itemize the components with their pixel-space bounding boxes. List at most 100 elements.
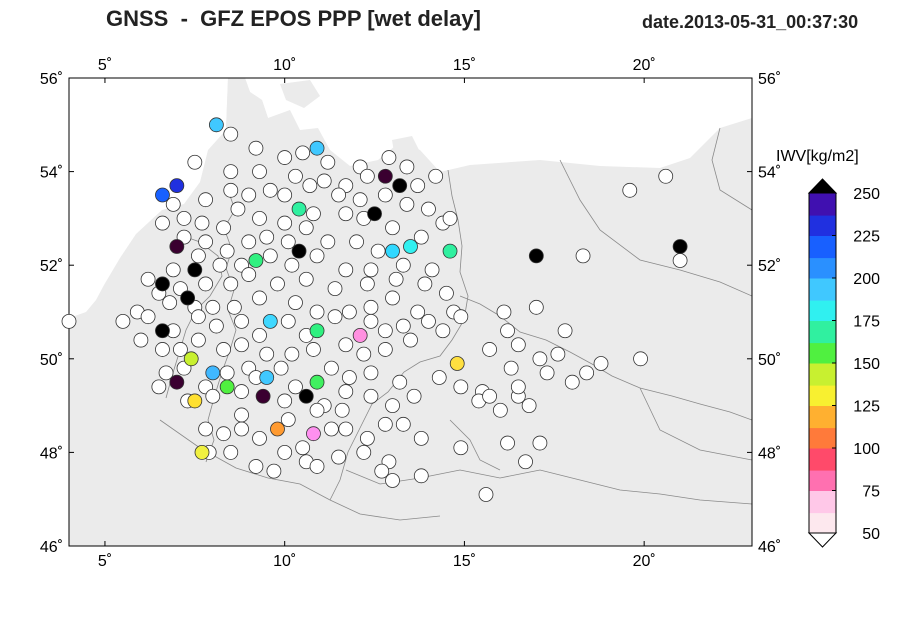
- station-marker: [165, 262, 181, 278]
- station-marker-colored: [169, 178, 185, 194]
- station-marker-colored: [306, 426, 321, 442]
- colorbar-label: IWV[kg/m2]: [776, 148, 859, 165]
- station-marker: [539, 365, 555, 381]
- colorbar-segment: [809, 278, 836, 301]
- station-marker: [173, 342, 188, 357]
- station-marker: [216, 220, 231, 236]
- station-marker: [403, 332, 418, 348]
- station-marker-colored: [449, 356, 465, 371]
- station-marker: [550, 346, 566, 362]
- island-zealand: [280, 80, 320, 108]
- station-marker-colored: [528, 248, 544, 264]
- station-marker: [363, 299, 379, 315]
- station-marker: [431, 370, 447, 385]
- lat-label-right: 54˚: [758, 165, 781, 182]
- station-marker: [338, 384, 354, 399]
- colorbar-segment: [809, 320, 836, 344]
- station-marker: [219, 243, 235, 259]
- station-marker-colored: [270, 421, 285, 437]
- station-marker: [252, 210, 267, 226]
- station-marker: [341, 304, 357, 320]
- lon-label-bottom: 15˚: [453, 553, 476, 570]
- colorbar-tick-label: 225: [853, 229, 880, 246]
- station-marker: [277, 215, 293, 231]
- station-marker: [528, 299, 544, 315]
- station-marker: [421, 201, 436, 217]
- station-marker: [223, 444, 239, 460]
- station-marker: [277, 150, 293, 165]
- station-marker: [309, 248, 325, 264]
- station-marker-colored: [169, 239, 185, 254]
- station-marker: [280, 412, 296, 428]
- north-sea: [69, 78, 228, 318]
- station-marker: [194, 215, 210, 231]
- colorbar-tick-label: 250: [853, 186, 880, 203]
- station-marker: [331, 449, 347, 465]
- lat-label-right: 48˚: [758, 445, 781, 462]
- lat-label-right: 52˚: [758, 258, 781, 275]
- colorbar-segment: [809, 490, 836, 514]
- station-marker: [521, 398, 537, 414]
- station-marker: [374, 463, 390, 479]
- lat-label-left: 50˚: [40, 352, 63, 369]
- station-marker: [295, 440, 311, 456]
- station-marker: [349, 234, 364, 250]
- station-marker: [424, 262, 440, 278]
- station-marker: [385, 290, 400, 306]
- station-marker: [442, 210, 458, 226]
- station-marker: [277, 444, 293, 460]
- station-marker: [377, 187, 393, 203]
- lat-label-right: 50˚: [758, 352, 781, 369]
- station-marker: [672, 253, 688, 268]
- map-frame: [68, 77, 753, 547]
- station-marker: [61, 313, 77, 329]
- station-marker: [564, 374, 580, 390]
- station-marker: [205, 299, 221, 315]
- station-marker-colored: [205, 365, 221, 381]
- station-marker: [241, 267, 257, 282]
- station-marker: [208, 318, 224, 334]
- station-marker-colored: [291, 243, 307, 259]
- station-marker: [518, 454, 533, 470]
- station-marker: [230, 201, 246, 217]
- station-marker: [359, 430, 375, 446]
- station-marker: [324, 421, 339, 437]
- colorbar-segment: [809, 405, 836, 429]
- colorbar-segment: [809, 215, 836, 236]
- station-marker: [158, 365, 174, 381]
- station-marker: [320, 154, 336, 170]
- station-marker: [306, 342, 321, 357]
- station-marker: [309, 402, 325, 418]
- station-marker: [320, 234, 336, 250]
- station-marker: [252, 430, 267, 446]
- station-marker: [510, 379, 526, 395]
- station-marker: [413, 229, 429, 245]
- lon-label-top: 5˚: [98, 57, 112, 74]
- station-marker: [252, 164, 267, 180]
- station-marker: [352, 192, 368, 208]
- station-marker: [370, 243, 386, 259]
- station-marker: [198, 276, 214, 292]
- colorbar-segment: [809, 193, 836, 216]
- station-marker-colored: [385, 243, 400, 259]
- station-marker: [421, 313, 436, 329]
- station-marker: [338, 206, 354, 222]
- station-marker: [428, 168, 444, 184]
- station-marker: [399, 159, 415, 175]
- station-marker: [266, 463, 282, 479]
- station-marker: [359, 276, 375, 292]
- station-marker: [191, 309, 206, 325]
- station-marker: [270, 276, 285, 292]
- station-marker: [223, 182, 239, 198]
- colorbar-top-arrow: [807, 178, 838, 194]
- station-marker: [205, 388, 221, 404]
- station-marker: [284, 257, 300, 273]
- station-marker: [658, 168, 674, 184]
- station-marker: [162, 295, 178, 311]
- station-marker: [151, 379, 167, 395]
- colorbar-segment: [809, 385, 836, 406]
- station-marker: [219, 365, 235, 381]
- station-marker: [327, 281, 343, 297]
- station-marker: [309, 304, 325, 320]
- station-marker: [234, 421, 249, 437]
